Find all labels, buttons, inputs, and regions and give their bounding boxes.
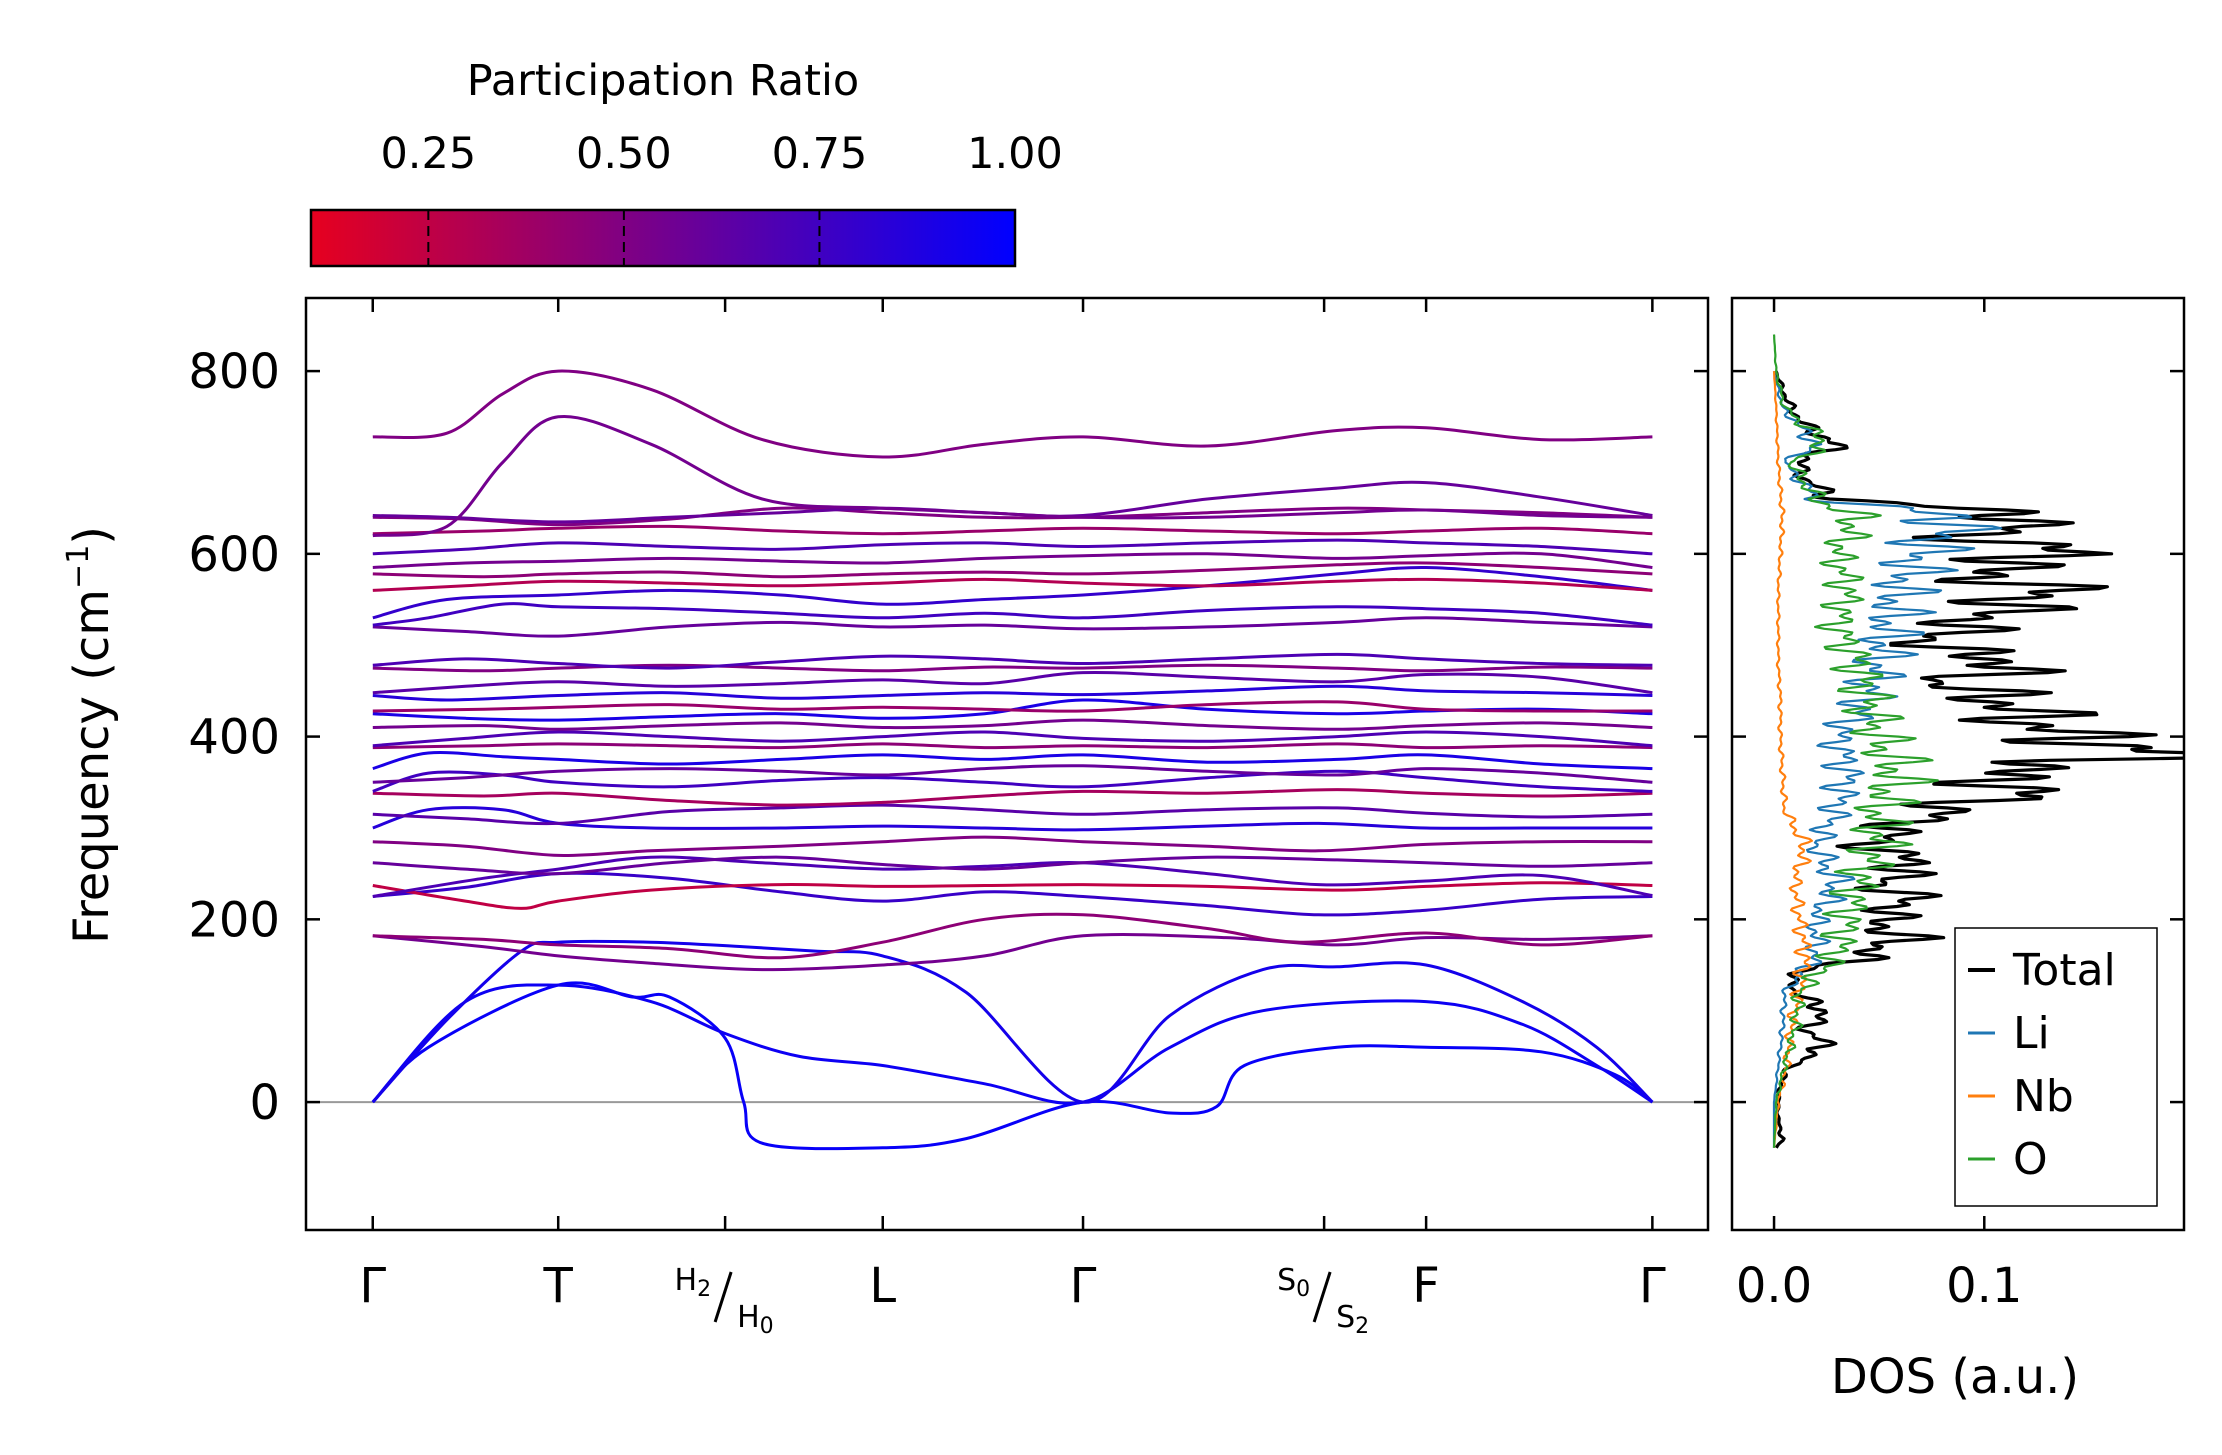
phonon-band (371, 983, 1654, 1105)
x-tick-label-top: S0 (1277, 1263, 1310, 1302)
colorbar-tick-label: 0.50 (576, 129, 672, 179)
phonon-band (372, 480, 1653, 524)
y-tick-label: 400 (188, 710, 280, 766)
y-tick-label: 0 (249, 1075, 280, 1131)
legend-label: Nb (2013, 1071, 2074, 1122)
phonon-band (371, 981, 1654, 1151)
phonon-band (372, 700, 1653, 713)
y-axis-label: Frequency (cm−1) (61, 526, 120, 944)
colorbar-ticks (427, 210, 821, 266)
phonon-band (372, 912, 1653, 960)
phonon-band (372, 602, 1653, 627)
phonon-band (372, 835, 1653, 857)
label-subscript: 2 (1355, 1314, 1369, 1339)
label-letter: H (737, 1300, 760, 1335)
phonon-band (372, 698, 1653, 722)
y-axis-label-text: Frequency (cm (64, 589, 120, 944)
label-subscript: 0 (1296, 1277, 1310, 1302)
phonon-band (372, 652, 1653, 670)
label-letter: H (675, 1263, 698, 1298)
y-tick-label: 200 (188, 892, 280, 948)
dos-x-tick-label: 0.0 (1736, 1258, 1812, 1314)
x-tick-label: L (869, 1258, 896, 1314)
colorbar-gradient (309, 208, 1017, 268)
phonon-band (372, 788, 1653, 807)
legend-label: Li (2013, 1008, 2050, 1059)
x-tick-label: Γ (1070, 1258, 1097, 1314)
dos-x-ticks: 0.0 0.1 (1736, 298, 2022, 1314)
phonon-band (372, 670, 1653, 695)
phonon-band (372, 616, 1653, 638)
dos-x-tick-label: 0.1 (1946, 1258, 2022, 1314)
phonon-band (372, 933, 1653, 972)
phonon-bands (371, 369, 1654, 1151)
dos-curve-o (1772, 334, 1939, 1148)
y-axis-label-superscript: −1 (61, 545, 96, 589)
legend-entries: Total Li Nb O (1968, 945, 2116, 1185)
phonon-band (372, 414, 1653, 538)
y-tick-label: 600 (188, 527, 280, 583)
label-subscript: 2 (697, 1277, 711, 1302)
x-tick-label-slash (713, 1271, 733, 1323)
y-axis-ticks: 0 200 400 600 800 (188, 344, 1708, 1131)
x-tick-label-slash (1312, 1271, 1332, 1323)
phonon-band (372, 769, 1653, 793)
phonon-band (372, 730, 1653, 748)
x-tick-label: Γ (1639, 1258, 1666, 1314)
phonon-band (372, 369, 1653, 459)
phonon-band (372, 806, 1653, 832)
label-letter: S (1277, 1263, 1296, 1298)
label-letter: S (1336, 1300, 1355, 1335)
dos-curves (1772, 334, 2184, 1149)
label-subscript: 0 (760, 1314, 774, 1339)
phonon-band (372, 524, 1653, 536)
x-tick-label: T (543, 1258, 574, 1314)
phonon-band (372, 855, 1653, 876)
dos-plot-frame (1730, 296, 2186, 1232)
phonon-band (372, 881, 1653, 910)
colorbar-label: Participation Ratio (467, 56, 860, 106)
x-tick-label: Γ (359, 1258, 386, 1314)
colorbar-tick-label: 1.00 (967, 129, 1063, 179)
dos-curve-total (1774, 370, 2184, 1149)
phonon-band (372, 663, 1653, 673)
phonon-band (372, 684, 1653, 702)
colorbar-tick-labels: 0.25 0.50 0.75 1.00 (380, 129, 1062, 179)
phonon-band (371, 939, 1654, 1104)
legend-label: O (2013, 1134, 2048, 1185)
phonon-band (372, 742, 1653, 750)
phonon-band (372, 538, 1653, 556)
band-plot-frame (304, 296, 1710, 1232)
dos-x-axis-label: DOS (a.u.) (1831, 1349, 2079, 1405)
x-tick-label-top: H2 (675, 1263, 712, 1302)
dos-panel: 0.0 0.1 DOS (a.u.) Total Li Nb O (1730, 296, 2186, 1405)
x-tick-label-bottom: H0 (737, 1300, 774, 1339)
phonon-band (372, 551, 1653, 569)
phonon-band (372, 751, 1653, 771)
colorbar: Participation Ratio 0.25 0.50 0.75 1.00 (309, 56, 1063, 268)
y-tick-label: 800 (188, 344, 280, 400)
legend-label: Total (2012, 945, 2116, 996)
phonon-band (372, 764, 1653, 784)
dos-y-ticks (1732, 369, 2184, 1104)
colorbar-tick-label: 0.25 (380, 129, 476, 179)
phonon-band (372, 565, 1653, 620)
y-axis-label-close: ) (64, 526, 120, 545)
phonon-band (372, 577, 1653, 592)
x-tick-label-bottom: S2 (1336, 1300, 1369, 1339)
colorbar-tick-label: 0.75 (772, 129, 868, 179)
phonon-band (372, 718, 1653, 731)
phonon-band (372, 855, 1653, 898)
legend: Total Li Nb O (1954, 927, 2158, 1207)
phonon-band (372, 803, 1653, 826)
x-tick-label: F (1412, 1258, 1440, 1314)
phonon-band (372, 561, 1653, 579)
